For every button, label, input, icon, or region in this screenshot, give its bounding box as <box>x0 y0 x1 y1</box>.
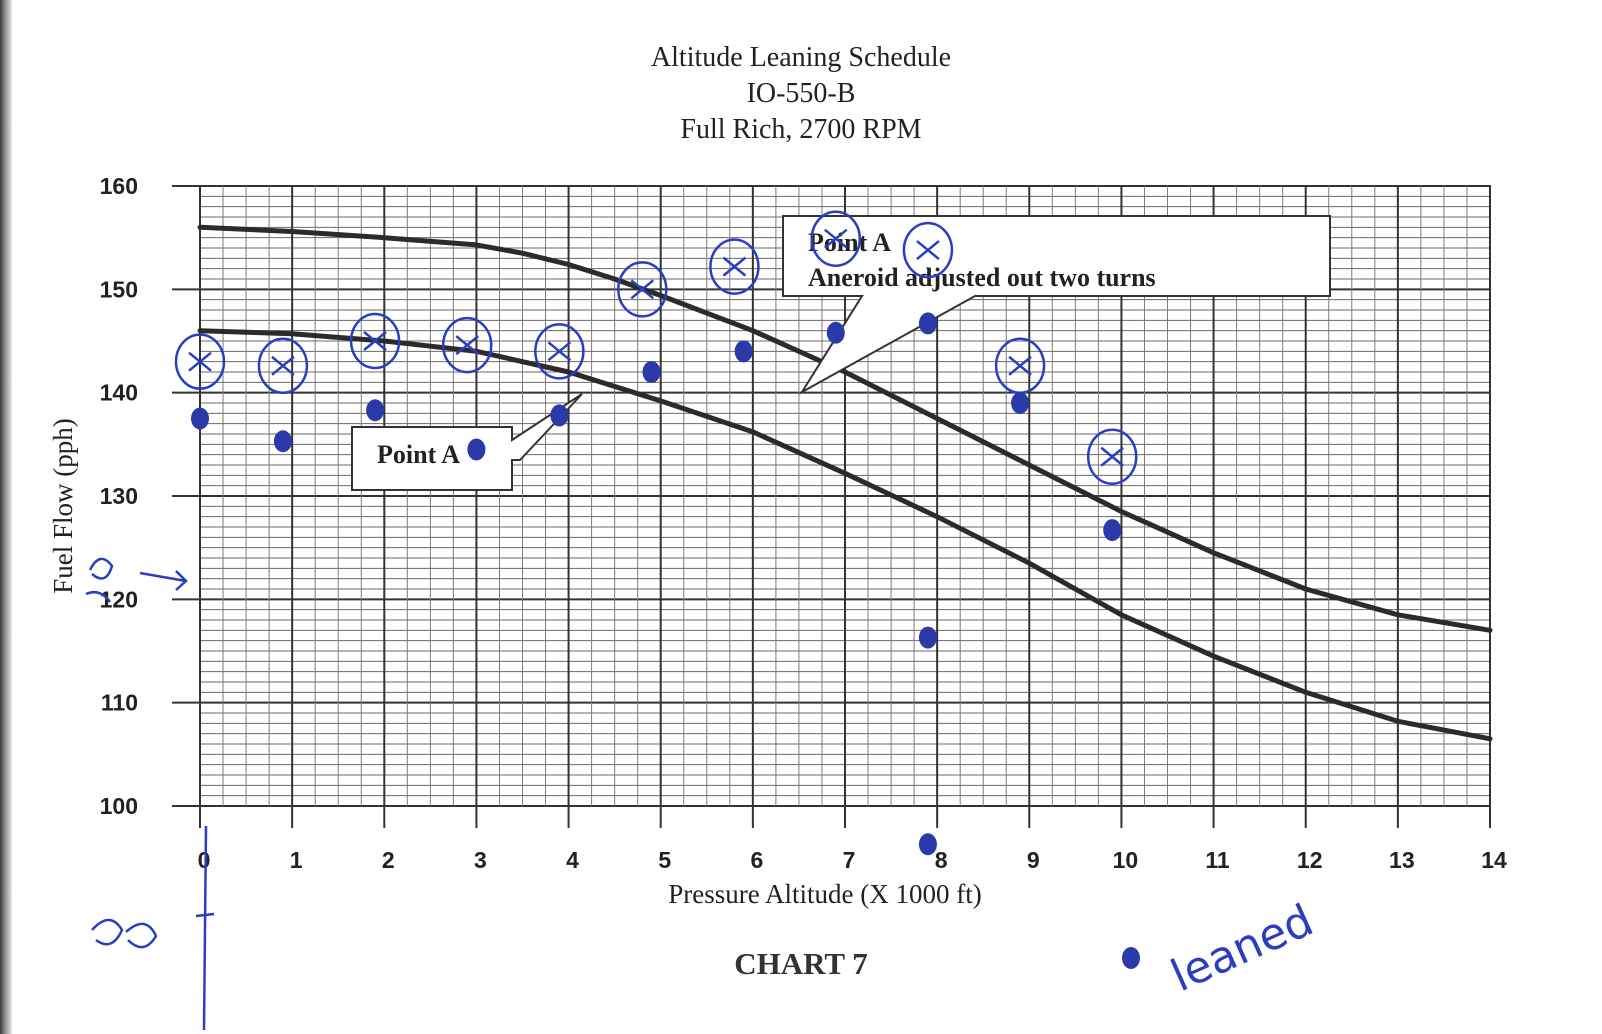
data-dot <box>826 321 845 344</box>
x-glyph <box>271 355 295 376</box>
callout-box-point-a-upper <box>782 215 1331 395</box>
circled-x-mark <box>257 337 309 395</box>
x-tick-label: 4 <box>566 847 579 873</box>
y-axis-title: Fuel Flow (pph) <box>48 418 78 594</box>
x-glyph <box>188 351 212 372</box>
x-glyph <box>916 240 940 261</box>
callout-label-point-a-upper: Point A <box>808 228 891 257</box>
x-glyph <box>547 341 572 362</box>
data-dot <box>918 833 937 856</box>
chart-title: Altitude Leaning Schedule <box>650 42 952 73</box>
data-dot <box>191 407 209 430</box>
x-tick-label: 12 <box>1297 847 1323 873</box>
x-tick-label: 5 <box>658 847 671 873</box>
hand-stroke-vertical <box>202 825 208 1031</box>
data-dot <box>1103 519 1122 542</box>
x-tick-label: 9 <box>1027 847 1040 873</box>
series-lines <box>197 224 1493 742</box>
circled-x-mark <box>902 221 954 279</box>
x-glyph <box>722 256 747 277</box>
x-tick-label: 10 <box>1113 847 1139 873</box>
circled-x-mark <box>174 333 226 390</box>
x-glyph <box>823 228 848 249</box>
hand-scribble <box>85 557 114 603</box>
circled-x-mark <box>617 261 668 318</box>
circled-x-mark <box>810 210 862 267</box>
x-glyph <box>455 335 480 356</box>
y-tick-label: 110 <box>101 690 138 716</box>
x-glyph <box>1008 355 1032 376</box>
callouts: Point A Point A Aneroid adjusted out two t… <box>351 215 1331 491</box>
y-tick-label: 140 <box>100 380 138 406</box>
x-glyph <box>630 279 655 300</box>
x-tick-label: 3 <box>474 847 487 873</box>
x-tick-label: 8 <box>935 847 948 873</box>
circled-x-mark <box>709 238 760 295</box>
data-dot <box>550 404 569 427</box>
series-line-lower <box>197 328 1493 742</box>
y-tick-label: 130 <box>100 483 138 509</box>
x-tick-label: 0 <box>198 847 211 873</box>
hand-scribble-90 <box>91 918 158 949</box>
series-line-upper <box>197 224 1493 633</box>
data-dot <box>642 361 661 383</box>
circled-x-mark <box>349 312 401 370</box>
data-dot <box>273 430 292 453</box>
x-tick-label: 1 <box>290 847 303 873</box>
callout-box-point-a-lower <box>351 393 583 491</box>
data-dot <box>918 312 937 335</box>
x-tick-label: 14 <box>1481 847 1507 873</box>
x-tick-label: 6 <box>750 847 763 873</box>
y-tick-label: 120 <box>100 586 138 612</box>
x-glyph <box>363 331 387 351</box>
data-dot <box>366 399 385 422</box>
data-dot <box>918 626 937 649</box>
chart-subtitle-condition: Full Rich, 2700 RPM <box>680 114 922 145</box>
data-dot <box>1011 392 1030 414</box>
x-tick-label: 2 <box>382 847 395 873</box>
legend-dot <box>1122 947 1140 969</box>
x-axis-title: Pressure Altitude (X 1000 ft) <box>668 879 981 909</box>
circled-x-mark <box>1086 428 1138 485</box>
chart-caption: CHART 7 <box>734 946 868 981</box>
x-tick-label: 13 <box>1389 847 1415 873</box>
data-dot <box>467 438 486 461</box>
hand-arrow <box>139 570 188 591</box>
chart-subtitle-engine: IO-550-B <box>746 78 856 109</box>
x-tick-label: 11 <box>1205 847 1230 873</box>
circled-x-mark <box>441 316 493 374</box>
y-tick-label: 150 <box>100 276 138 302</box>
callout-label-aneroid: Aneroid adjusted out two turns <box>808 263 1156 292</box>
handwritten-marks: leaned <box>85 210 1321 1031</box>
circled-x-mark <box>534 323 585 380</box>
x-glyph <box>1100 446 1125 467</box>
hand-stroke-tick <box>195 912 215 918</box>
callout-label-point-a-lower: Point A <box>377 440 460 469</box>
scan-edge <box>0 0 12 1034</box>
data-dot <box>734 340 753 363</box>
x-tick-label: 7 <box>843 847 856 873</box>
y-tick-label: 100 <box>100 793 138 819</box>
y-tick-label: 160 <box>100 173 138 199</box>
